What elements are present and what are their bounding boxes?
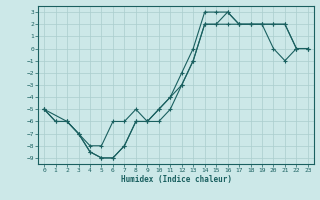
X-axis label: Humidex (Indice chaleur): Humidex (Indice chaleur) [121,175,231,184]
